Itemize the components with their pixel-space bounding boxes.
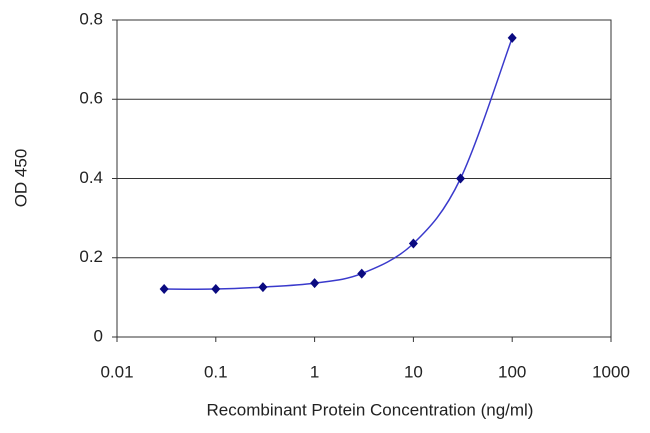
y-tick-label: 0.6 [79,89,103,108]
line [164,37,513,290]
x-tick-label: 1 [310,362,319,381]
y-tick-label: 0 [94,326,103,345]
x-tick-label: 10 [404,362,423,381]
x-tick-label: 0.1 [204,362,228,381]
point [357,268,367,279]
point [408,238,418,249]
point [258,282,268,293]
point [211,284,221,295]
y-tick-label: 0.4 [79,168,103,187]
y-tick-label: 0.8 [79,9,103,28]
x-axis-label: Recombinant Protein Concentration (ng/ml… [207,400,534,419]
y-axis-label: OD 450 [11,149,30,208]
point [159,284,169,295]
x-tick-label: 0.01 [100,362,133,381]
point [507,32,517,43]
x-tick-label: 1000 [592,362,630,381]
point [456,173,466,184]
point [310,278,320,289]
y-tick-label: 0.2 [79,247,103,266]
x-tick-label: 100 [498,362,526,381]
plot-frame [116,19,612,338]
